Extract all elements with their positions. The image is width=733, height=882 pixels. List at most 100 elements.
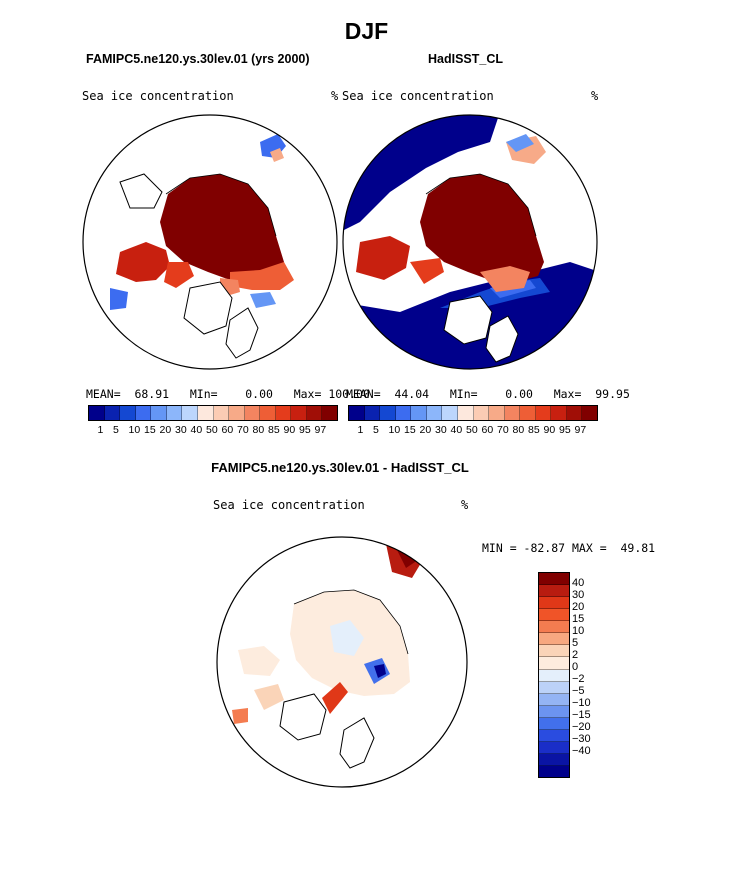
colorbar-swatch	[535, 406, 552, 420]
colorbar-swatch	[135, 406, 152, 420]
arctic-ice-core	[160, 174, 284, 282]
colorbar-tick-label: 20	[419, 424, 432, 436]
colorbar-swatch	[539, 693, 569, 706]
colorbar-tick-label: 5	[113, 424, 119, 436]
colorbar-swatch	[566, 406, 583, 420]
colorbar-tick-label: 90	[543, 424, 556, 436]
right-colorbar-labels: 1 5 10 15 20 30 40 50 60 70 80 85 90 95 97	[348, 424, 596, 438]
colorbar-tick-label: −40	[572, 745, 591, 757]
diff-minmax: MIN = -82.87 MAX = 49.81	[482, 541, 656, 555]
main-title: DJF	[344, 18, 389, 44]
colorbar-swatch	[395, 406, 412, 420]
greenland-outline	[183, 281, 233, 335]
greenland-outline	[279, 693, 327, 741]
colorbar-tick-label: −10	[572, 697, 591, 709]
colorbar-swatch	[364, 406, 381, 420]
colorbar-swatch	[457, 406, 474, 420]
colorbar-tick-label: 15	[404, 424, 416, 436]
colorbar-swatch	[275, 406, 292, 420]
scandinavia-outline	[485, 315, 519, 363]
diff-colorbar-labels: 40 30 20 15 10 5 2 0 −2 −5 −10 −15 −20 −30 −40	[572, 572, 612, 776]
scandinavia-outline	[339, 717, 375, 769]
colorbar-swatch	[539, 657, 569, 670]
left-colorbar-labels: 1 5 10 15 20 30 40 50 60 70 80 85 90 95 97	[88, 424, 336, 438]
colorbar-swatch	[104, 406, 121, 420]
colorbar-swatch	[539, 717, 569, 730]
colorbar-swatch	[229, 406, 245, 420]
right-stats: MEAN= 44.04 MIn= 0.00 Max= 99.95	[346, 387, 630, 401]
colorbar-tick-label: −20	[572, 721, 591, 733]
left-unit: %	[331, 89, 339, 103]
greenland-sea-diff	[322, 682, 348, 714]
colorbar-swatch	[380, 406, 396, 420]
right-unit: %	[591, 89, 599, 103]
colorbar-tick-label: 95	[299, 424, 311, 436]
left-colorbar	[88, 405, 338, 421]
left-polar-map	[82, 114, 338, 370]
colorbar-swatch	[539, 585, 569, 598]
colorbar-swatch	[89, 406, 105, 420]
colorbar-swatch	[539, 597, 569, 610]
colorbar-tick-label: 70	[237, 424, 249, 436]
colorbar-swatch	[539, 669, 569, 682]
colorbar-swatch	[539, 573, 569, 586]
colorbar-swatch	[539, 609, 569, 622]
colorbar-tick-label: −30	[572, 733, 591, 745]
colorbar-tick-label: 60	[221, 424, 234, 436]
colorbar-tick-label: 80	[512, 424, 525, 436]
colorbar-tick-label: 15	[144, 424, 156, 436]
right-polar-map	[342, 114, 598, 370]
diff-var-label: Sea ice concentration	[213, 498, 365, 512]
arctic-ice-core	[420, 174, 544, 282]
colorbar-tick-label: 2	[572, 649, 579, 661]
colorbar-swatch	[349, 406, 365, 420]
colorbar-swatch	[213, 406, 230, 420]
colorbar-tick-label: 30	[572, 589, 585, 601]
colorbar-tick-label: 20	[159, 424, 172, 436]
colorbar-swatch	[166, 406, 183, 420]
colorbar-tick-label: −2	[572, 673, 585, 685]
colorbar-swatch	[539, 633, 569, 646]
colorbar-tick-label: 60	[481, 424, 494, 436]
colorbar-swatch	[322, 406, 337, 420]
colorbar-swatch	[260, 406, 276, 420]
left-var-label: Sea ice concentration	[82, 89, 234, 103]
colorbar-tick-label: 95	[559, 424, 571, 436]
colorbar-tick-label: 90	[283, 424, 296, 436]
colorbar-tick-label: 80	[252, 424, 265, 436]
colorbar-swatch	[539, 681, 569, 694]
colorbar-swatch	[291, 406, 307, 420]
colorbar-tick-label: 30	[175, 424, 187, 436]
left-stats: MEAN= 68.91 MIn= 0.00 Max= 100.00	[86, 387, 370, 401]
colorbar-swatch	[244, 406, 261, 420]
right-var-label: Sea ice concentration	[342, 89, 494, 103]
alaska-outline	[119, 173, 163, 209]
colorbar-tick-label: 97	[314, 424, 327, 436]
left-case-title: FAMIPC5.ne120.ys.30lev.01 (yrs 2000)	[86, 52, 310, 66]
colorbar-swatch	[551, 406, 567, 420]
colorbar-tick-label: 20	[572, 601, 585, 613]
colorbar-swatch	[426, 406, 443, 420]
colorbar-tick-label: 30	[435, 424, 447, 436]
colorbar-tick-label: 10	[128, 424, 141, 436]
colorbar-tick-label: 50	[206, 424, 218, 436]
right-colorbar	[348, 405, 598, 421]
colorbar-tick-label: 85	[268, 424, 280, 436]
colorbar-swatch	[539, 645, 569, 658]
colorbar-swatch	[151, 406, 167, 420]
colorbar-swatch	[539, 621, 569, 634]
hudson-ice	[116, 242, 170, 282]
baffin-ice	[164, 262, 194, 288]
colorbar-tick-label: 10	[572, 625, 585, 637]
colorbar-tick-label: 5	[572, 637, 579, 649]
colorbar-tick-label: 10	[388, 424, 401, 436]
colorbar-swatch	[520, 406, 536, 420]
hudson-ice	[356, 236, 410, 280]
colorbar-tick-label: 1	[357, 424, 364, 436]
colorbar-swatch	[306, 406, 323, 420]
colorbar-swatch	[582, 406, 597, 420]
colorbar-swatch	[197, 406, 214, 420]
colorbar-swatch	[539, 753, 569, 766]
colorbar-tick-label: −15	[572, 709, 591, 721]
diff-unit: %	[461, 498, 469, 512]
